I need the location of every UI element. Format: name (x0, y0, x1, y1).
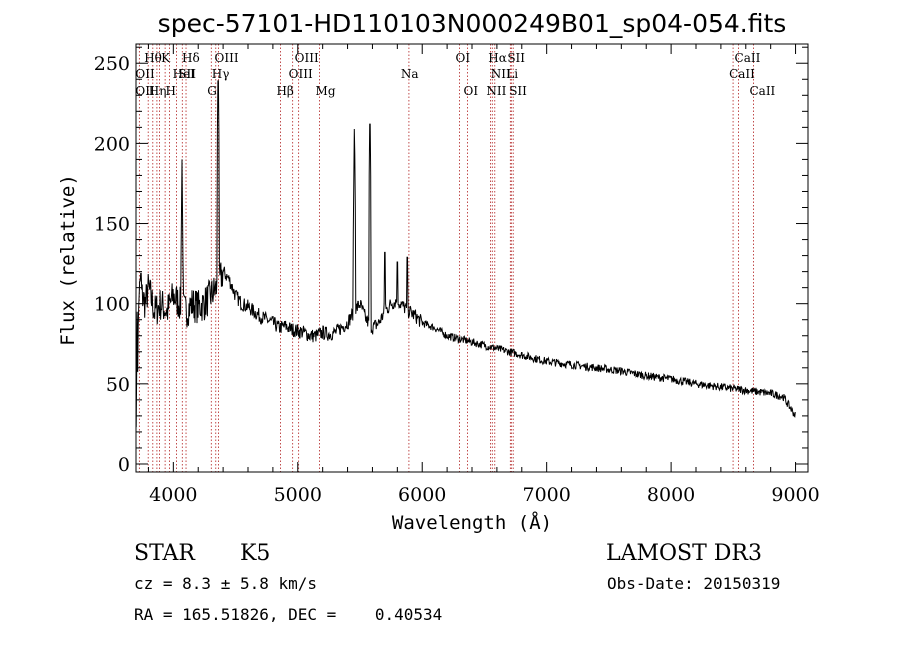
observation-date: Obs-Date: 20150319 (607, 574, 780, 593)
line-label-2-2: H (165, 84, 175, 98)
line-label-1-6: Li (506, 67, 518, 81)
line-label-2-9: CaII (749, 84, 775, 98)
x-axis-ticks: 4000 5000 6000 7000 8000 9000 (147, 44, 820, 506)
x-tick-label-9000: 9000 (771, 484, 819, 506)
line-label-0-2: Hδ (182, 51, 200, 65)
y-axis-ticks: 0 50 100 150 200 250 (94, 46, 808, 476)
line-label-1-4: OIII (289, 67, 313, 81)
line-label-1-3: Hγ (212, 67, 230, 81)
line-label-0-7: SII (507, 51, 525, 65)
line-label-2-7: NII (486, 84, 506, 98)
line-label-1-7: CaII (729, 67, 755, 81)
y-tick-label-50: 50 (106, 374, 130, 396)
x-tick-label-5000: 5000 (274, 484, 322, 506)
x-tick-label-8000: 8000 (647, 484, 695, 506)
y-tick-label-150: 150 (94, 214, 130, 236)
line-label-1-1: HeI (173, 67, 196, 81)
x-tick-label-6000: 6000 (398, 484, 446, 506)
redshift-cz: cz = 8.3 ± 5.8 km/s (134, 574, 317, 593)
line-label-0-3: OIII (215, 51, 239, 65)
spectral-line-markers (138, 44, 754, 472)
line-label-0-8: CaII (735, 51, 761, 65)
line-label-0-6: Hα (488, 51, 507, 65)
spectrum-series-line (135, 80, 796, 428)
line-label-na: Na (401, 67, 419, 81)
x-tick-label-4000: 4000 (149, 484, 197, 506)
line-label-2-6: OI (464, 84, 479, 98)
chart-title: spec-57101-HD110103N000249B01_sp04-054.f… (158, 9, 787, 38)
x-tick-label-7000: 7000 (522, 484, 570, 506)
line-label-0-1: K (161, 51, 171, 65)
x-axis-label: Wavelength (Å) (392, 511, 552, 534)
line-label-2-3: G (207, 84, 217, 98)
line-label-2-4: Hβ (276, 84, 293, 98)
object-class: STAR (134, 541, 196, 566)
y-tick-label-200: 200 (94, 133, 130, 155)
y-tick-label-0: 0 (118, 454, 130, 476)
line-label-0-0: Hθ (144, 51, 162, 65)
line-label-0-5: OI (456, 51, 471, 65)
line-label-1-5: NII (491, 67, 511, 81)
y-tick-label-250: 250 (94, 53, 130, 75)
ra-dec-coordinates: RA = 165.51826, DEC = 0.40534 (134, 605, 442, 624)
line-label-2-1: Hη (149, 84, 167, 98)
line-label-2-8: SII (509, 84, 527, 98)
line-label-1-2: SII (178, 67, 196, 81)
y-tick-label-100: 100 (94, 294, 130, 316)
object-subclass: K5 (240, 541, 270, 566)
line-label-2-0: OII (135, 84, 155, 98)
plot-frame (135, 43, 809, 473)
y-axis-label: Flux (relative) (57, 174, 79, 346)
line-label-0-4: OIII (295, 51, 319, 65)
line-label-1-0: OII (135, 67, 155, 81)
survey-name: LAMOST DR3 (606, 541, 762, 566)
line-label-2-5: Mg (316, 84, 336, 98)
